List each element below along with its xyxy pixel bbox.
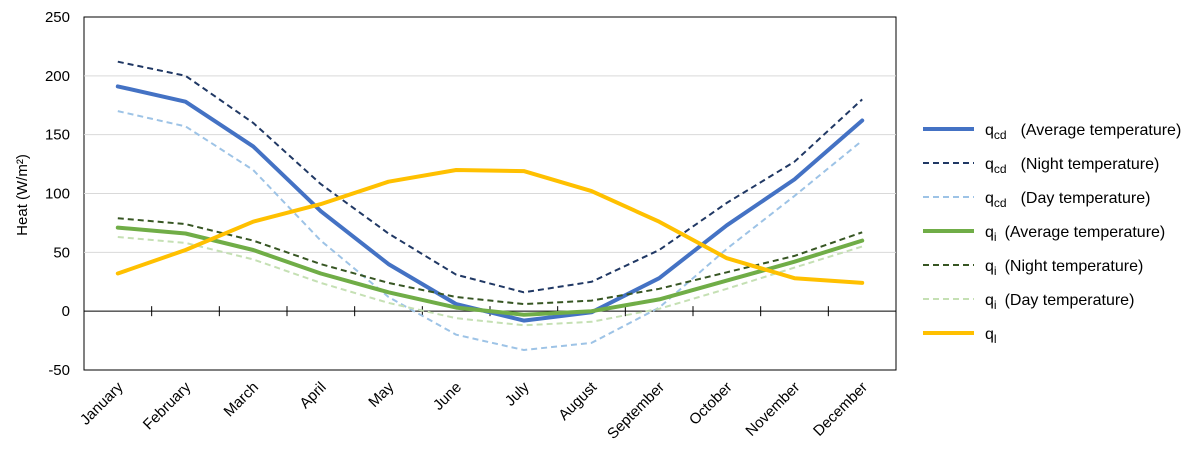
x-tick-label: June	[430, 379, 465, 414]
y-tick-label: -50	[48, 362, 70, 379]
x-tick-label: April	[296, 379, 329, 412]
x-tick-label: February	[140, 378, 195, 433]
x-tick-label: March	[220, 379, 261, 420]
legend: qcd (Average temperature) qcd (Night temper…	[923, 122, 1181, 346]
series-line-qcd_avg	[115, 84, 865, 323]
legend-label-qcd_avg: qcd (Average temperature)	[985, 122, 1181, 142]
x-tick-label: December	[810, 379, 871, 440]
y-axis-label: Heat (W/m²)	[14, 154, 31, 236]
legend-label-ql: ql	[985, 326, 997, 346]
y-tick-label: 0	[62, 303, 70, 320]
series-line-qi_avg	[115, 225, 865, 317]
series-line-ql	[115, 168, 865, 285]
x-axis-ticks: January February March April May June July Augu…	[77, 378, 871, 442]
legend-label-qcd_night: qcd (Night temperature)	[985, 156, 1159, 176]
gridlines	[83, 16, 897, 371]
x-tick-label: May	[365, 378, 397, 410]
y-tick-label: 150	[45, 127, 70, 144]
y-tick-label: 200	[45, 68, 70, 85]
y-tick-label: 100	[45, 186, 70, 203]
y-tick-label: 50	[53, 244, 70, 261]
x-tick-label: October	[686, 379, 736, 429]
x-tick-label: August	[555, 378, 601, 424]
legend-label-qi_day: qi (Day temperature)	[985, 292, 1134, 312]
series-lines	[115, 60, 865, 351]
x-tick-label: July	[502, 378, 533, 409]
series-line-qi_night	[117, 217, 863, 306]
series-line-qcd_day	[117, 110, 863, 351]
legend-label-qi_night: qi (Night temperature)	[985, 258, 1143, 278]
x-tick-label: November	[742, 379, 803, 440]
x-tick-label: January	[77, 378, 127, 428]
y-axis-ticks: -50 0 50 100 150 200 250	[45, 9, 70, 379]
y-tick-label: 250	[45, 9, 70, 26]
legend-label-qcd_day: qcd (Day temperature)	[985, 190, 1150, 210]
x-tick-label: September	[604, 379, 668, 443]
legend-label-qi_avg: qi (Average temperature)	[985, 224, 1165, 244]
series-line-qcd_night	[117, 60, 863, 294]
series-line-qi_day	[117, 236, 863, 327]
